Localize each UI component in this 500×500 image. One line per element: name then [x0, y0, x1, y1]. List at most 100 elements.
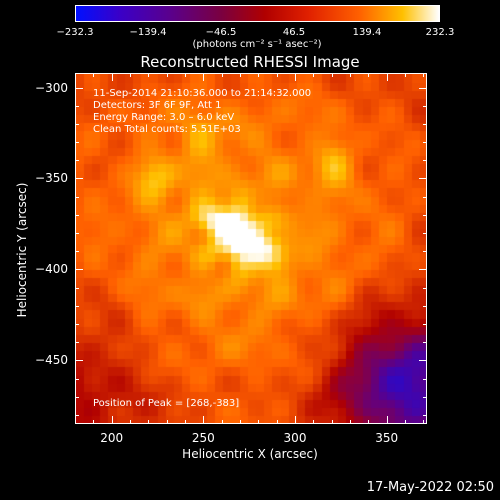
heatmap-image: [76, 74, 426, 423]
tick-mark: [75, 142, 79, 144]
tick-mark: [386, 73, 388, 81]
tick-mark: [221, 73, 223, 77]
tick-mark: [75, 305, 79, 307]
tick-mark: [258, 420, 260, 424]
colorbar-tick: −46.5: [205, 27, 237, 38]
tick-mark: [313, 73, 315, 77]
x-tick-label: 300: [283, 431, 307, 445]
tick-mark: [111, 420, 113, 424]
colorbar: [75, 5, 440, 22]
tick-mark: [423, 287, 427, 289]
tick-mark: [423, 396, 427, 398]
tick-mark: [75, 87, 83, 89]
y-axis-label: Heliocentric Y (arcsec): [15, 182, 29, 318]
tick-mark: [423, 160, 427, 162]
tick-mark: [368, 420, 370, 424]
tick-mark: [185, 73, 186, 77]
tick-mark: [203, 73, 205, 77]
detectors-label: Detectors: 3F 6F 9F, Att 1: [93, 100, 222, 111]
tick-mark: [331, 73, 333, 77]
plot-area: [75, 73, 427, 424]
tick-mark: [423, 87, 427, 89]
tick-mark: [276, 420, 278, 424]
y-tick-label: −450: [35, 353, 68, 368]
tick-mark: [295, 73, 296, 81]
tick-mark: [93, 73, 95, 77]
tick-mark: [423, 251, 427, 253]
tick-mark: [75, 178, 79, 180]
tick-mark: [75, 420, 76, 424]
chart-title: Reconstructed RHESSI Image: [140, 53, 360, 71]
tick-mark: [75, 233, 79, 235]
tick-mark: [386, 420, 388, 424]
tick-mark: [276, 73, 278, 77]
tick-mark: [166, 73, 168, 77]
tick-mark: [405, 420, 406, 424]
tick-mark: [331, 420, 333, 424]
tick-mark: [75, 287, 79, 289]
tick-mark: [368, 73, 370, 77]
colorbar-tick: 232.3: [425, 27, 455, 38]
tick-mark: [423, 73, 425, 77]
time-range-label: 11-Sep-2014 21:10:36.000 to 21:14:32.000: [93, 88, 312, 99]
tick-mark: [185, 420, 186, 424]
tick-mark: [423, 305, 427, 307]
tick-mark: [350, 73, 351, 77]
tick-mark: [423, 414, 427, 416]
tick-mark: [75, 105, 79, 107]
tick-mark: [423, 142, 427, 144]
x-axis-label: Heliocentric X (arcsec): [182, 447, 318, 461]
tick-mark: [423, 196, 427, 198]
colorbar-units: (photons cm⁻² s⁻¹ asec⁻²): [192, 39, 322, 50]
tick-mark: [295, 420, 296, 424]
tick-mark: [75, 214, 79, 216]
colorbar-tick: −139.4: [129, 27, 167, 38]
tick-mark: [75, 178, 83, 180]
tick-mark: [240, 73, 241, 77]
x-tick-label: 250: [191, 431, 215, 445]
tick-mark: [75, 360, 83, 362]
y-tick-label: −350: [35, 171, 68, 186]
peak-position-label: Position of Peak = [268,-383]: [93, 398, 240, 409]
colorbar-tick: −232.3: [56, 27, 94, 38]
tick-mark: [75, 269, 79, 271]
colorbar-tick: 139.4: [352, 27, 382, 38]
tick-mark: [130, 73, 131, 77]
tick-mark: [75, 251, 79, 253]
tick-mark: [130, 420, 131, 424]
tick-mark: [111, 73, 113, 81]
tick-mark: [423, 105, 427, 107]
tick-mark: [423, 342, 427, 344]
tick-mark: [423, 233, 427, 235]
tick-mark: [258, 73, 260, 77]
tick-mark: [75, 396, 79, 398]
tick-mark: [75, 323, 79, 325]
energy-range-label: Energy Range: 3.0 – 6.0 keV: [93, 112, 235, 123]
timestamp: 17-May-2022 02:50: [366, 480, 494, 495]
tick-mark: [75, 160, 79, 162]
tick-mark: [221, 420, 223, 424]
tick-mark: [295, 73, 296, 77]
tick-mark: [423, 360, 427, 362]
colorbar-tick: 46.5: [282, 27, 306, 38]
tick-mark: [240, 420, 241, 424]
tick-mark: [423, 378, 427, 380]
tick-mark: [75, 196, 79, 198]
tick-mark: [405, 73, 406, 77]
tick-mark: [423, 178, 427, 180]
y-tick-label: −400: [35, 262, 68, 277]
tick-mark: [423, 323, 427, 325]
tick-mark: [75, 342, 79, 344]
tick-mark: [350, 420, 351, 424]
tick-mark: [148, 420, 150, 424]
y-tick-label: −300: [35, 80, 68, 95]
tick-mark: [75, 269, 83, 271]
x-tick-label: 350: [375, 431, 399, 445]
tick-mark: [423, 214, 427, 216]
tick-mark: [203, 420, 205, 424]
tick-mark: [75, 73, 76, 77]
tick-mark: [313, 420, 315, 424]
tick-mark: [423, 420, 425, 424]
tick-mark: [75, 87, 79, 89]
tick-mark: [423, 269, 427, 271]
